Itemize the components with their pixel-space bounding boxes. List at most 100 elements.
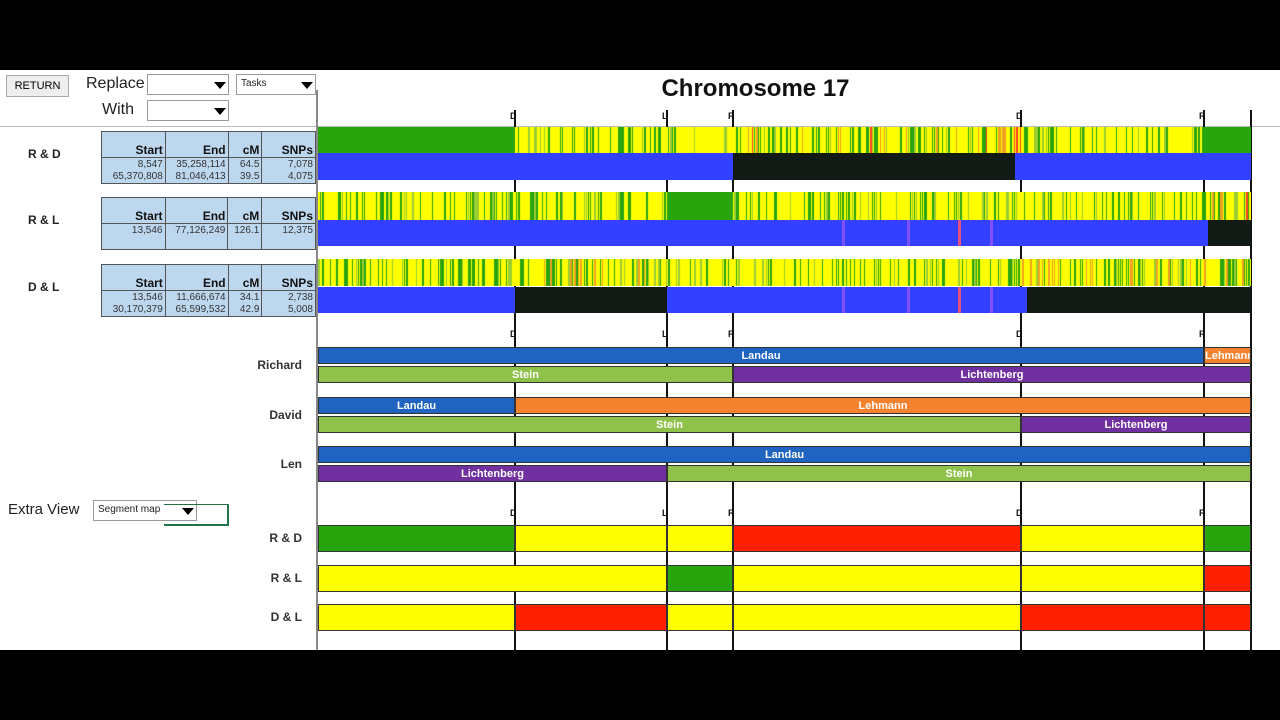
marker-label: R (728, 111, 735, 121)
table-cell: 30,170,379 (101, 303, 166, 317)
chevron-down-icon (182, 508, 194, 515)
table-cell: 4,075 (261, 170, 316, 184)
header-divider (0, 126, 1280, 127)
ancestor-segment[interactable]: Lichtenberg (318, 465, 667, 482)
ancestor-segment[interactable]: Lehmann (515, 397, 1251, 414)
person-name: Len (280, 457, 302, 471)
match-block (318, 153, 733, 180)
tasks-dropdown[interactable]: Tasks (236, 74, 316, 95)
table-cell: 13,546 (101, 290, 166, 304)
table-cell: 35,258,114 (164, 157, 229, 171)
stripe (842, 220, 845, 246)
marker-label: D (510, 329, 517, 339)
segment-map-block[interactable] (1021, 565, 1204, 592)
ancestor-segment[interactable]: Lichtenberg (1021, 416, 1251, 433)
selected-cell[interactable] (164, 504, 229, 526)
marker-label: D (1016, 329, 1023, 339)
column-header: SNPs (261, 197, 316, 224)
column-header: Start (101, 197, 166, 224)
marker-label: R (728, 329, 735, 339)
match-block (1015, 153, 1251, 180)
no-match-block (1208, 220, 1251, 246)
marker-label: R (728, 508, 735, 518)
ancestor-segment[interactable]: Lichtenberg (733, 366, 1251, 383)
match-block (667, 287, 1027, 313)
column-header: Start (101, 264, 166, 291)
table-cell: 39.5 (227, 170, 263, 184)
table-cell (261, 236, 316, 250)
ancestor-segment[interactable]: Stein (318, 366, 733, 383)
stripe (907, 220, 910, 246)
with-dropdown[interactable] (147, 100, 229, 121)
ancestor-segment[interactable]: Stein (318, 416, 1021, 433)
segment-map-block[interactable] (1021, 604, 1204, 631)
extra-view-value: Segment map (98, 504, 161, 515)
segment-map-block[interactable] (1021, 525, 1204, 552)
column-header: SNPs (261, 264, 316, 291)
segment-map-block[interactable] (1204, 565, 1251, 592)
segment-map-block[interactable] (667, 604, 733, 631)
segment-map-pair-label: D & L (270, 610, 302, 624)
segment-table: Start End cM SNPs 8,547 35,258,114 64.5 7,078 65… (101, 131, 316, 184)
segment-map-block[interactable] (1204, 604, 1251, 631)
column-header: SNPs (261, 131, 316, 158)
table-cell: 42.9 (227, 303, 263, 317)
table-cell (101, 236, 166, 250)
match-block (318, 287, 515, 313)
table-row: 13,546 77,126,249 126.1 12,375 (101, 223, 316, 237)
return-button[interactable]: RETURN (6, 75, 69, 97)
no-match-block (1027, 287, 1251, 313)
stripe (958, 287, 961, 313)
table-cell: 7,078 (261, 157, 316, 171)
marker-label: R (1199, 111, 1206, 121)
column-header: cM (227, 131, 263, 158)
segment-map-block[interactable] (515, 604, 667, 631)
column-header: cM (227, 197, 263, 224)
ancestor-segment[interactable]: Landau (318, 446, 1251, 463)
chevron-down-icon (301, 82, 313, 89)
segment-map-block[interactable] (733, 604, 1021, 631)
segment-table: Start End cM SNPs 13,546 77,126,249 126.1 12,37… (101, 197, 316, 250)
table-cell (164, 236, 229, 250)
ancestor-segment[interactable]: Lehmann (1204, 347, 1251, 364)
segment-map-block[interactable] (1204, 525, 1251, 552)
stripe (907, 287, 910, 313)
table-row: 30,170,379 65,599,532 42.9 5,008 (101, 303, 316, 317)
marker-label: R (1199, 508, 1206, 518)
table-cell: 77,126,249 (164, 223, 229, 237)
stripe (990, 287, 993, 313)
segment-map-block[interactable] (318, 604, 515, 631)
segment-map-pair-label: R & L (270, 571, 302, 585)
marker-label: D (510, 111, 517, 121)
extra-view-dropdown[interactable]: Segment map (93, 500, 197, 521)
replace-dropdown[interactable] (147, 74, 229, 95)
segment-map-block[interactable] (733, 525, 1021, 552)
panel-divider (316, 90, 318, 650)
chevron-down-icon (214, 82, 226, 89)
table-cell: 11,666,674 (164, 290, 229, 304)
segment-map-block[interactable] (318, 565, 667, 592)
person-name: David (269, 408, 302, 422)
segment-map-block[interactable] (515, 525, 667, 552)
segment-map-block[interactable] (667, 525, 733, 552)
pair-label: R & D (28, 147, 61, 161)
match-block (318, 220, 1208, 246)
segment-map-block[interactable] (318, 525, 515, 552)
segment-map-block[interactable] (667, 565, 733, 592)
replace-label: Replace (86, 75, 145, 92)
no-match-block (733, 153, 1015, 180)
snp-mosaic (318, 192, 1251, 220)
table-cell: 12,375 (261, 223, 316, 237)
segment-table: Start End cM SNPs 13,546 11,666,674 34.1 2,738 3… (101, 264, 316, 317)
with-label: With (102, 101, 134, 118)
segment-map-pair-label: R & D (269, 531, 302, 545)
marker-label: D (510, 508, 517, 518)
stripe (842, 287, 845, 313)
segment-map-block[interactable] (733, 565, 1021, 592)
ancestor-segment[interactable]: Stein (667, 465, 1251, 482)
table-row: 13,546 11,666,674 34.1 2,738 (101, 290, 316, 304)
table-cell: 8,547 (101, 157, 166, 171)
ancestor-segment[interactable]: Landau (318, 397, 515, 414)
tasks-value: Tasks (241, 78, 267, 89)
ancestor-segment[interactable]: Landau (318, 347, 1204, 364)
